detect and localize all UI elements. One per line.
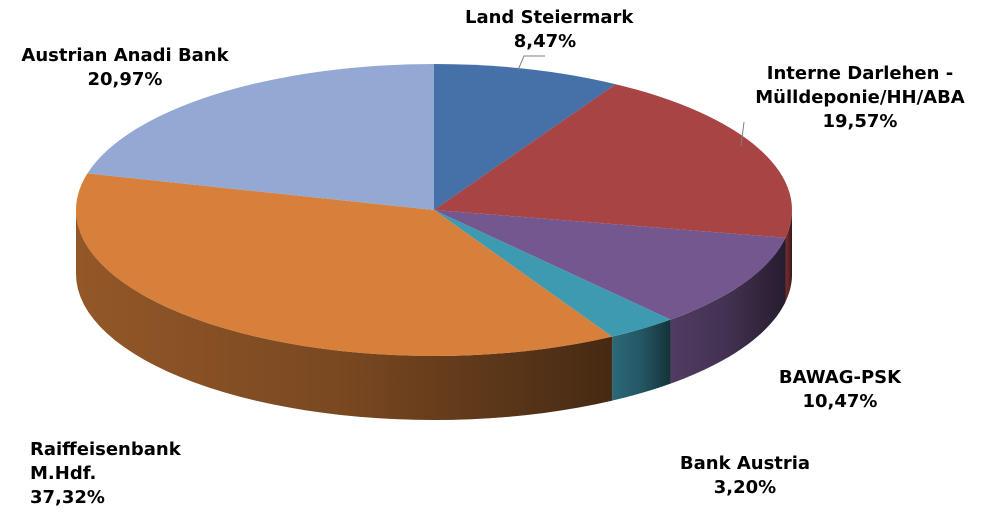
slice-raiffeisenbank (75, 173, 613, 357)
slice-name: Bank Austria (679, 453, 811, 474)
slice-side-shading (670, 237, 786, 384)
slice-value: 19,57% (822, 111, 898, 132)
leader-line (517, 55, 545, 71)
slice-name-line2: M.Hdf. (30, 463, 97, 484)
slice-name: Austrian Anadi Bank (21, 45, 229, 66)
slice-value: 8,47% (513, 31, 577, 52)
slice-bank-austria (434, 210, 671, 337)
label-austrian-anadi-bank: Austrian Anadi Bank 20,97% (10, 44, 240, 92)
label-bank-austria: Bank Austria 3,20% (670, 452, 820, 500)
leader-line (740, 121, 745, 147)
slice-name: Raiffeisenbank (30, 439, 181, 460)
slice-name: Interne Darlehen - (766, 63, 954, 84)
slice-value: 20,97% (87, 69, 163, 90)
slice-name-line2: Mülldeponie/HH/ABA (755, 87, 965, 108)
slice-side-shading (76, 210, 613, 420)
label-bawag-psk: BAWAG-PSK 10,47% (770, 366, 910, 414)
slice-side-shading (785, 210, 792, 302)
slice-name: Land Steiermark (465, 7, 634, 28)
label-raiffeisenbank: Raiffeisenbank M.Hdf. 37,32% (30, 438, 210, 510)
label-land-steiermark: Land Steiermark 8,47% (465, 6, 634, 54)
slice-value: 3,20% (713, 477, 777, 498)
slice-value: 37,32% (30, 487, 105, 508)
slice-interne-darlehen (434, 84, 793, 238)
slice-land-steiermark (434, 64, 616, 210)
slice-name: BAWAG-PSK (778, 367, 902, 388)
label-interne-darlehen: Interne Darlehen - Mülldeponie/HH/ABA 19… (745, 62, 975, 134)
slice-bawag-psk (434, 210, 786, 320)
slice-side-shading (612, 319, 671, 401)
slice-value: 10,47% (802, 391, 878, 412)
slice-austrian-anadi-bank (87, 64, 435, 210)
